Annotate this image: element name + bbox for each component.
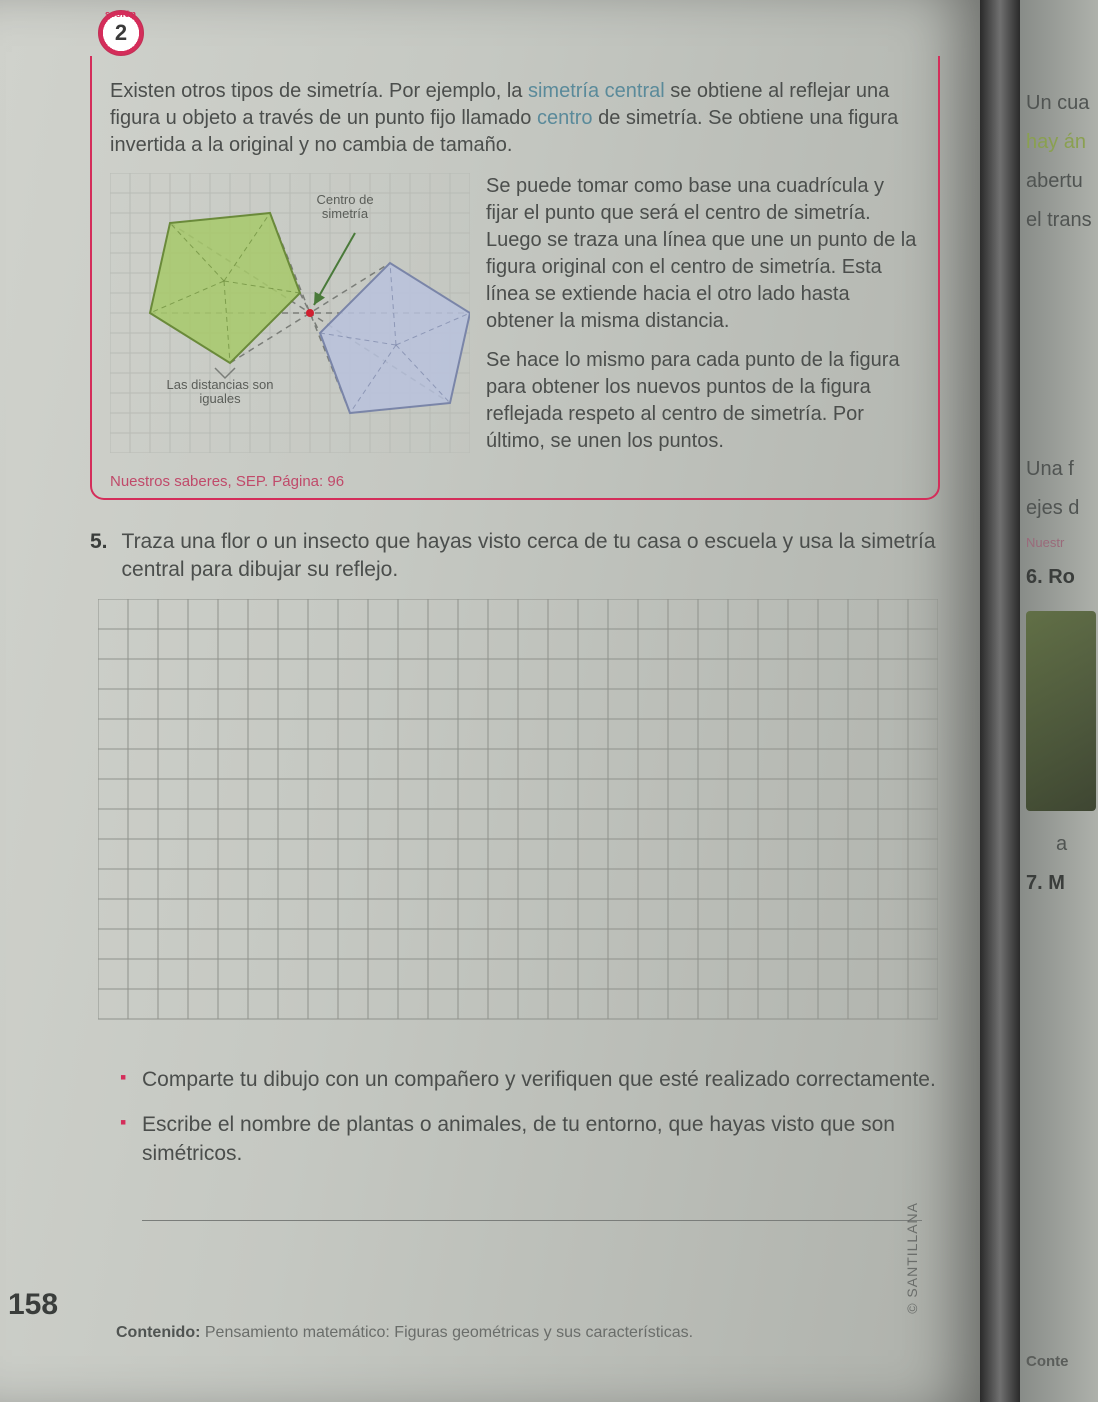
question-text: Traza una flor o un insecto que hayas vi…: [122, 528, 940, 585]
np-conte: Conte: [1026, 1352, 1069, 1372]
term-simetria-central: simetría central: [528, 80, 665, 102]
write-line[interactable]: [142, 1187, 922, 1221]
diagram-svg: Centro de simetríaLas distancias son igu…: [110, 173, 470, 453]
intro-text-a: Existen otros tipos de simetría. Por eje…: [110, 80, 528, 102]
np-q6: 6. Ro: [1026, 564, 1098, 591]
question-5: 5. Traza una flor o un insecto que hayas…: [90, 528, 940, 585]
explanation-para-2: Se hace lo mismo para cada punto de la f…: [486, 347, 920, 455]
info-row: Centro de simetríaLas distancias son igu…: [110, 173, 920, 467]
reference-note: Nuestros saberes, SEP. Página: 96: [110, 473, 920, 490]
question-number: 5.: [90, 528, 108, 585]
np-q7: 7. M: [1026, 870, 1098, 897]
np-ref: Nuestr: [1026, 534, 1098, 552]
np-line: Una f: [1026, 456, 1098, 483]
np-option: a: [1026, 831, 1098, 858]
next-page-sliver: Un cua hay án abertu el trans Una f ejes…: [1020, 0, 1098, 1402]
term-centro: centro: [537, 107, 593, 129]
page-number: 158: [8, 1288, 58, 1322]
symmetry-diagram: Centro de simetríaLas distancias son igu…: [110, 173, 470, 467]
intro-paragraph: Existen otros tipos de simetría. Por eje…: [110, 78, 920, 159]
bullet-list: Comparte tu dibujo con un compañero y ve…: [120, 1065, 940, 1169]
answer-grid-svg: [98, 599, 938, 1029]
np-line: ejes d: [1026, 495, 1098, 522]
np-line: el trans: [1026, 207, 1098, 234]
explanation-column: Se puede tomar como base una cuadrícula …: [486, 173, 920, 467]
np-line: Un cua: [1026, 90, 1098, 117]
explanation-para-1: Se puede tomar como base una cuadrícula …: [486, 173, 920, 335]
footer-text: Pensamiento matemático: Figuras geométri…: [200, 1324, 693, 1341]
info-box: Existen otros tipos de simetría. Por eje…: [90, 56, 940, 500]
np-line: hay án: [1026, 129, 1098, 156]
footer-label: Contenido:: [116, 1324, 200, 1341]
np-line: abertu: [1026, 168, 1098, 195]
textbook-page: 2 Existen otros tipos de simetría. Por e…: [0, 0, 980, 1402]
session-badge: 2: [98, 10, 144, 56]
publisher-brand: © SANTILLANA: [904, 1202, 920, 1314]
bullet-2: Escribe el nombre de plantas o animales,…: [120, 1110, 940, 1169]
answer-grid-area[interactable]: [98, 599, 938, 1029]
footer: Contenido: Pensamiento matemático: Figur…: [116, 1324, 693, 1342]
bullet-1: Comparte tu dibujo con un compañero y ve…: [120, 1065, 940, 1094]
book-spine: [980, 0, 1020, 1402]
butterfly-image: [1026, 611, 1096, 811]
